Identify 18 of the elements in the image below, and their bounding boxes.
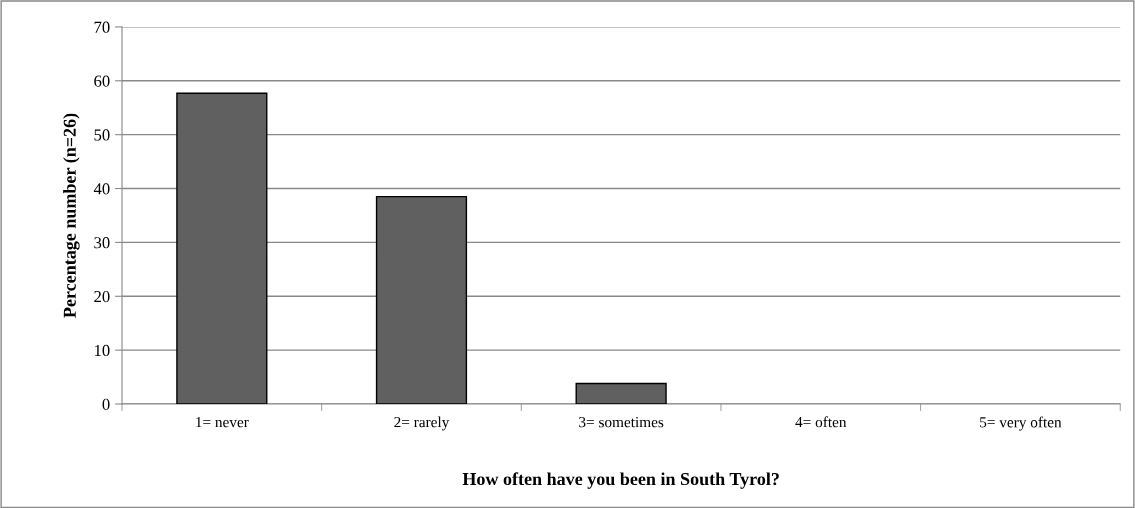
bar — [575, 382, 667, 405]
y-tick-label: 50 — [94, 129, 110, 141]
x-tick-label: 4= often — [795, 416, 847, 428]
bar — [176, 92, 268, 405]
x-axis-title: How often have you been in South Tyrol? — [462, 472, 779, 489]
y-tick-label: 10 — [95, 344, 110, 357]
y-axis-title: Percentage number (n=26) — [63, 113, 80, 318]
y-tick-label: 40 — [93, 183, 110, 195]
x-tick-label: 2= rarely — [394, 416, 450, 431]
y-tick-label: 20 — [94, 290, 110, 303]
y-tick-label: 30 — [94, 237, 110, 249]
x-tick-label: 3= sometimes — [579, 417, 664, 428]
y-tick-label: 0 — [102, 398, 110, 410]
x-tick-label: 5= very often — [980, 416, 1062, 431]
y-tick-label: 70 — [94, 21, 110, 33]
y-tick-label: 60 — [94, 75, 110, 87]
x-tick-label: 1= never — [196, 417, 249, 428]
bar — [375, 195, 468, 405]
